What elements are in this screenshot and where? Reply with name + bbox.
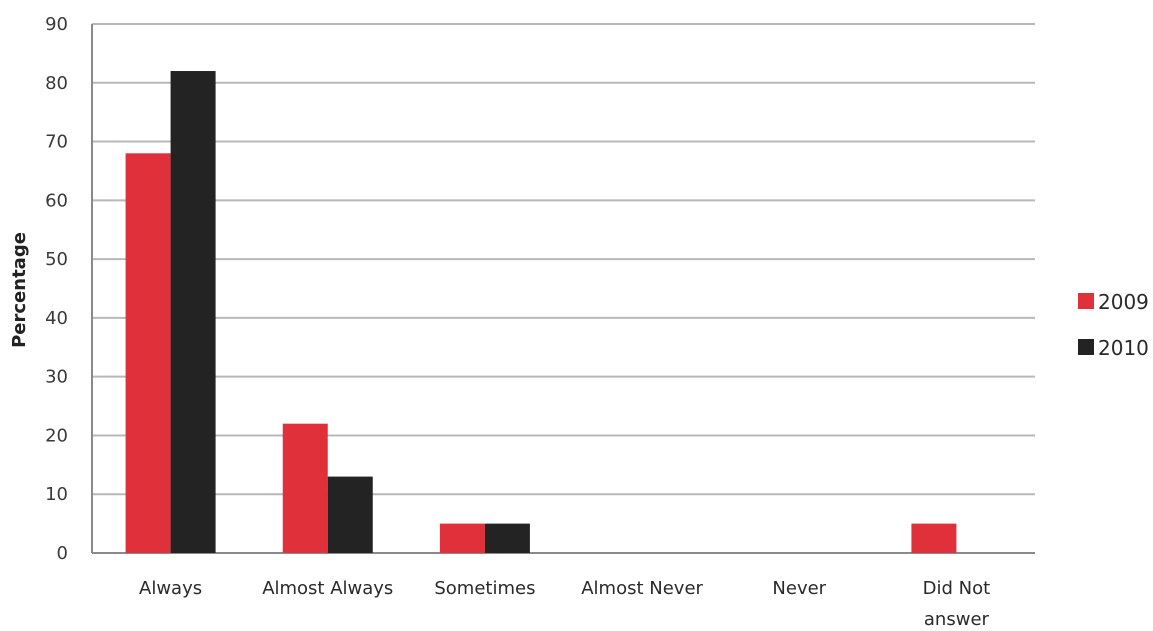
category-label: Sometimes (434, 578, 535, 599)
y-tick-label: 40 (45, 308, 68, 329)
y-tick-label: 80 (45, 73, 68, 94)
bar-2010-1 (327, 476, 373, 553)
y-tick-label: 70 (45, 132, 68, 153)
bar-2009-2 (439, 523, 485, 553)
y-tick-label: 20 (45, 425, 68, 446)
category-label: Almost Always (262, 578, 393, 599)
category-label: Always (139, 578, 202, 599)
gridlines (92, 23, 1035, 496)
y-axis-title: Percentage (9, 232, 30, 348)
axes (91, 24, 1035, 554)
bar-2009-1 (282, 423, 328, 553)
bar-2010-0 (170, 71, 216, 554)
category-labels: Always Almost Always Sometimes Almost Never… (139, 578, 990, 630)
bar-2009-5 (911, 523, 957, 553)
bar-2010-2 (484, 523, 530, 553)
bars (125, 71, 957, 554)
category-label: Never (772, 578, 826, 599)
legend-label-2010: 2010 (1098, 336, 1149, 360)
y-tick-label: 0 (57, 543, 68, 564)
y-tick-label: 90 (45, 14, 68, 35)
y-tick-label: 30 (45, 367, 68, 388)
legend-swatch-2009 (1078, 293, 1094, 309)
legend: 2009 2010 (1078, 290, 1149, 360)
y-tick-label: 10 (45, 484, 68, 505)
bar-2009-0 (125, 153, 171, 554)
legend-label-2009: 2009 (1098, 290, 1149, 314)
y-tick-label: 50 (45, 249, 68, 270)
legend-swatch-2010 (1078, 339, 1094, 355)
category-label: Did Not answer (923, 578, 991, 630)
y-tick-label: 60 (45, 190, 68, 211)
y-tick-labels: 0 10 20 30 40 50 60 70 80 90 (45, 14, 68, 564)
category-label: Almost Never (581, 578, 703, 599)
